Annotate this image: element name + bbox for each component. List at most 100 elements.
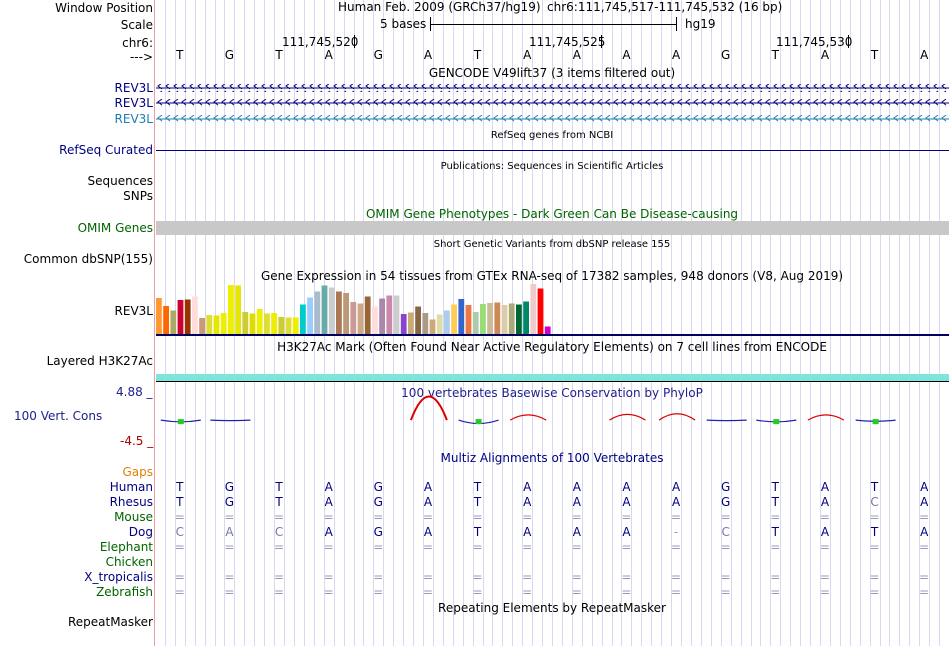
gtex-tissue-bar[interactable] xyxy=(494,302,501,335)
gtex-tissue-bar[interactable] xyxy=(206,315,213,334)
gtex-tissue-bar[interactable] xyxy=(537,288,544,335)
dbsnp-label[interactable]: Common dbSNP(155) xyxy=(23,252,153,266)
gtex-tissue-bar[interactable] xyxy=(249,313,256,335)
h3k27ac-label[interactable]: Layered H3K27Ac xyxy=(46,354,153,368)
gtex-tissue-bar[interactable] xyxy=(184,299,191,335)
phylop-score-mark[interactable] xyxy=(807,414,845,421)
gtex-tissue-bar[interactable] xyxy=(264,313,270,335)
gencode-item-label-1[interactable]: REV3L xyxy=(114,81,153,95)
gtex-tissue-bar[interactable] xyxy=(487,303,493,334)
gtex-tissue-bar[interactable] xyxy=(357,303,364,335)
gtex-tissue-bar[interactable] xyxy=(530,284,537,334)
gtex-label[interactable]: REV3L xyxy=(114,304,153,318)
phylop-conserved-mark[interactable] xyxy=(177,419,184,425)
phylop-conserved-mark[interactable] xyxy=(872,419,879,425)
h3k27ac-title[interactable]: H3K27Ac Mark (Often Found Near Active Re… xyxy=(277,340,827,354)
gtex-tissue-bar[interactable] xyxy=(271,313,277,334)
phylop-score-mark[interactable] xyxy=(658,413,696,421)
multiz-species-label[interactable]: Gaps xyxy=(122,465,153,479)
gtex-tissue-bar[interactable] xyxy=(256,309,263,334)
gtex-tissue-bar[interactable] xyxy=(400,314,407,334)
multiz-species-label[interactable]: Zebrafish xyxy=(96,585,153,599)
gtex-tissue-bar[interactable] xyxy=(156,298,162,334)
gencode-item-label-2[interactable]: REV3L xyxy=(114,96,153,110)
gtex-bar-chart[interactable] xyxy=(156,284,949,336)
gtex-tissue-bar[interactable] xyxy=(235,285,241,335)
phylop-label[interactable]: 100 Vert. Cons xyxy=(14,409,103,423)
dbsnp-title[interactable]: Short Genetic Variants from dbSNP releas… xyxy=(433,239,671,250)
gencode-gene-3[interactable] xyxy=(156,115,949,123)
refseq-label[interactable]: RefSeq Curated xyxy=(59,143,153,157)
gtex-tissue-bar[interactable] xyxy=(393,295,400,335)
phylop-conserved-mark[interactable] xyxy=(773,419,780,425)
gencode-item-label-3[interactable]: REV3L xyxy=(114,112,153,126)
gtex-tissue-bar[interactable] xyxy=(336,291,342,335)
phylop-score-mark[interactable] xyxy=(509,414,547,421)
gtex-tissue-bar[interactable] xyxy=(508,303,515,335)
gencode-gene-1[interactable] xyxy=(156,84,949,92)
gtex-tissue-bar[interactable] xyxy=(343,293,349,334)
gtex-tissue-bar[interactable] xyxy=(472,312,479,334)
phylop-score-mark[interactable] xyxy=(609,413,646,421)
multiz-species-label[interactable]: Mouse xyxy=(114,510,153,524)
gtex-tissue-bar[interactable] xyxy=(429,319,436,335)
gencode-title[interactable]: GENCODE V49lift37 (3 items filtered out) xyxy=(428,66,676,80)
publications-snps-label[interactable]: SNPs xyxy=(123,189,153,203)
gtex-tissue-bar[interactable] xyxy=(285,317,292,335)
gtex-tissue-bar[interactable] xyxy=(213,315,220,335)
gtex-tissue-bar[interactable] xyxy=(328,287,335,335)
gtex-tissue-bar[interactable] xyxy=(228,285,234,334)
gtex-tissue-bar[interactable] xyxy=(480,304,486,334)
multiz-title[interactable]: Multiz Alignments of 100 Vertebrates xyxy=(440,451,664,465)
gtex-tissue-bar[interactable] xyxy=(278,317,285,334)
gtex-tissue-bar[interactable] xyxy=(192,296,198,335)
h3k27ac-signal[interactable] xyxy=(156,374,949,381)
gtex-tissue-bar[interactable] xyxy=(516,304,522,335)
gtex-tissue-bar[interactable] xyxy=(292,317,299,335)
omim-title[interactable]: OMIM Gene Phenotypes - Dark Green Can Be… xyxy=(365,207,739,221)
phylop-score-mark[interactable] xyxy=(706,419,747,422)
gtex-tissue-bar[interactable] xyxy=(436,314,443,335)
gtex-tissue-bar[interactable] xyxy=(379,298,385,335)
refseq-title[interactable]: RefSeq genes from NCBI xyxy=(490,130,614,141)
publications-title[interactable]: Publications: Sequences in Scientific Ar… xyxy=(440,161,664,172)
gencode-gene-models[interactable] xyxy=(156,82,949,126)
gtex-tissue-bar[interactable] xyxy=(199,318,205,334)
gtex-tissue-bar[interactable] xyxy=(307,297,313,335)
gtex-tissue-bar[interactable] xyxy=(451,304,457,335)
omim-label[interactable]: OMIM Genes xyxy=(77,221,153,235)
gtex-tissue-bar[interactable] xyxy=(163,306,169,334)
gtex-tissue-bar[interactable] xyxy=(170,310,177,335)
gtex-tissue-bar[interactable] xyxy=(350,302,357,334)
gencode-gene-2[interactable] xyxy=(156,99,949,107)
gtex-tissue-bar[interactable] xyxy=(300,304,306,335)
gtex-tissue-bar[interactable] xyxy=(544,326,551,335)
gtex-tissue-bar[interactable] xyxy=(415,306,421,335)
gtex-tissue-bar[interactable] xyxy=(242,312,249,334)
publications-sequences-label[interactable]: Sequences xyxy=(87,174,153,188)
gtex-tissue-bar[interactable] xyxy=(321,285,328,335)
multiz-species-label[interactable]: Chicken xyxy=(105,555,153,569)
multiz-species-label[interactable]: X_tropicalis xyxy=(84,570,153,584)
multiz-species-label[interactable]: Rhesus xyxy=(109,495,153,509)
gtex-tissue-bar[interactable] xyxy=(177,300,184,334)
gtex-tissue-bar[interactable] xyxy=(314,291,321,335)
gtex-tissue-bar[interactable] xyxy=(444,310,450,335)
repeat-label[interactable]: RepeatMasker xyxy=(67,615,153,629)
omim-gene-bar[interactable] xyxy=(156,221,949,235)
gtex-title[interactable]: Gene Expression in 54 tissues from GTEx … xyxy=(260,269,844,283)
gtex-tissue-bar[interactable] xyxy=(372,306,378,335)
gtex-tissue-bar[interactable] xyxy=(422,313,429,334)
phylop-score-mark[interactable] xyxy=(409,395,448,421)
gtex-tissue-bar[interactable] xyxy=(364,296,371,335)
position-range[interactable]: chr6:111,745,517-111,745,532 (16 bp) xyxy=(547,0,783,14)
gtex-tissue-bar[interactable] xyxy=(458,299,465,334)
refseq-gene-line[interactable] xyxy=(156,150,949,151)
gtex-tissue-bar[interactable] xyxy=(386,295,393,335)
phylop-plot[interactable] xyxy=(156,392,949,448)
multiz-species-label[interactable]: Human xyxy=(109,480,153,494)
gtex-tissue-bar[interactable] xyxy=(523,301,529,335)
gtex-tissue-bar[interactable] xyxy=(501,305,508,334)
gtex-tissue-bar[interactable] xyxy=(408,312,414,335)
gtex-tissue-bar[interactable] xyxy=(220,313,227,334)
